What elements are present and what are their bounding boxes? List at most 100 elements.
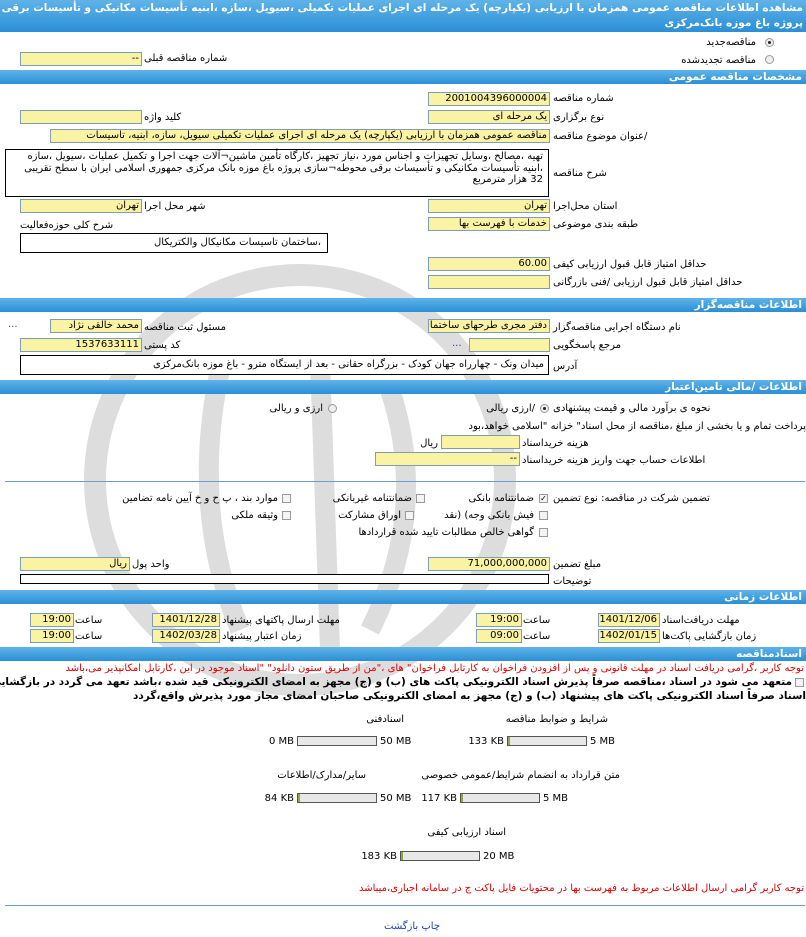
file-quality-label: اسناد ارزیابی کیفی bbox=[427, 827, 506, 838]
tender-number-label: شماره مناقصه bbox=[553, 93, 614, 104]
subject-label: /عنوان موضوع مناقصه bbox=[553, 131, 648, 142]
chk-receivables-certificate[interactable] bbox=[539, 528, 548, 537]
keyword-field[interactable] bbox=[20, 110, 142, 124]
referee-more-link[interactable]: ... bbox=[452, 338, 462, 349]
file-contract-size: 117 KB bbox=[421, 793, 457, 804]
chk-nonbank-guarantee[interactable] bbox=[416, 494, 425, 503]
radio-rial[interactable] bbox=[540, 404, 549, 413]
min-quality-field[interactable]: 60.00 bbox=[428, 257, 550, 271]
radio-rial-label: /ارزی ریالی bbox=[486, 403, 535, 414]
prev-number-field[interactable]: -- bbox=[20, 52, 142, 66]
doc-cost-field[interactable] bbox=[441, 435, 520, 449]
org-field[interactable]: دفتر مجری طرحهای ساختمانی bbox=[428, 319, 550, 333]
file-conditions-size: 133 KB bbox=[468, 736, 504, 747]
validity-time-label: ساعت bbox=[75, 631, 103, 642]
opening-date[interactable]: 1402/01/15 bbox=[598, 629, 660, 643]
submit-deadline-date[interactable]: 1401/12/28 bbox=[152, 613, 220, 627]
section-finance: اطلاعات /مالی تامین‌اعتبار bbox=[0, 380, 806, 394]
notes-box bbox=[20, 574, 549, 584]
currency-label: واحد پول bbox=[132, 559, 170, 570]
file-other-bar[interactable] bbox=[297, 793, 377, 803]
chk-nonbank-guarantee-label: ضمانتنامه غیربانکی bbox=[332, 493, 412, 504]
file-quality-bar[interactable] bbox=[400, 851, 480, 861]
guarantee-amount-field[interactable]: 71,000,000,000 bbox=[428, 557, 550, 571]
chk-cash-receipt[interactable] bbox=[539, 511, 548, 520]
chk-cash-receipt-label: فیش بانکی وجه) (نقد bbox=[444, 510, 534, 521]
city-field[interactable]: تهران bbox=[20, 199, 142, 213]
submit-time-label: ساعت bbox=[75, 615, 103, 626]
address-box: میدان ونک - چهارراه جهان کودک - بزرگراه … bbox=[20, 355, 549, 375]
print-link[interactable]: چاپ bbox=[421, 921, 441, 932]
doc-cost-label: هزینه خریداسناد bbox=[522, 438, 589, 449]
category-field[interactable]: خدمات با فهرست بها bbox=[428, 217, 550, 231]
file-size-fill bbox=[401, 852, 403, 860]
chk-bonds-label: اوراق مشارکت bbox=[338, 510, 401, 521]
holding-type-field[interactable]: یک مرحله ای bbox=[428, 110, 550, 124]
opening-time[interactable]: 09:00 bbox=[476, 629, 522, 643]
subject-field[interactable]: مناقصه عمومی همزمان با ارزیابی (یکپارچه)… bbox=[50, 129, 550, 143]
currency-field[interactable]: ریال bbox=[20, 557, 130, 571]
file-other-max: 50 MB bbox=[380, 793, 412, 804]
responsible-more-link[interactable]: ... bbox=[8, 319, 18, 330]
chk-bonds[interactable] bbox=[405, 511, 414, 520]
file-contract-max: 5 MB bbox=[543, 793, 569, 804]
validity-time[interactable]: 19:00 bbox=[30, 629, 74, 643]
address-label: آدرس bbox=[553, 361, 578, 372]
chk-regulation-items-label: موارد بند ، پ ح و خ آیین نامه تضامین bbox=[122, 493, 278, 504]
account-field[interactable]: -- bbox=[375, 452, 520, 466]
notes-label: توضیحات bbox=[553, 576, 592, 587]
activity-box: ،ساختمان تاسیسات مکانیکال والکتریکال bbox=[20, 233, 328, 253]
section-organizer: اطلاعات مناقصه‌گزار bbox=[0, 298, 806, 312]
guarantee-amount-label: مبلغ تضمین bbox=[553, 559, 602, 570]
province-field[interactable]: تهران bbox=[428, 199, 550, 213]
receive-deadline-time[interactable]: 19:00 bbox=[476, 613, 522, 627]
tender-number-field[interactable]: 2001004396000004 bbox=[428, 92, 550, 106]
back-link[interactable]: بازگشت bbox=[384, 921, 419, 932]
radio-new-tender-label: مناقصه‌جدید bbox=[706, 37, 756, 48]
commitment-checkbox[interactable] bbox=[795, 678, 804, 687]
file-quality-max: 20 MB bbox=[483, 851, 515, 862]
radio-fx-rial-label: ارزی و ریالی bbox=[269, 403, 324, 414]
file-technical-label: اسنادفنی bbox=[366, 714, 404, 725]
file-technical-bar[interactable] bbox=[297, 736, 377, 746]
opening-label: زمان بازگشایی پاکت‌ها bbox=[662, 631, 757, 642]
referee-field[interactable] bbox=[469, 338, 550, 352]
file-contract-bar[interactable] bbox=[460, 793, 540, 803]
estimate-label: نحوه ی برآورد مالی و قیمت پیشنهادی bbox=[553, 403, 711, 414]
receive-deadline-date[interactable]: 1401/12/06 bbox=[598, 613, 660, 627]
responsible-field[interactable]: محمد خالقی نژاد bbox=[50, 319, 142, 333]
receive-time-label: ساعت bbox=[523, 615, 551, 626]
file-technical-size: 0 MB bbox=[268, 736, 294, 747]
category-label: طبقه بندی موضوعی bbox=[553, 219, 639, 230]
chk-property-collateral[interactable] bbox=[282, 511, 291, 520]
responsible-label: مسئول ثبت مناقصه bbox=[144, 322, 226, 333]
file-conditions-max: 5 MB bbox=[590, 736, 616, 747]
min-commercial-field[interactable] bbox=[428, 275, 550, 289]
file-conditions-bar[interactable] bbox=[507, 736, 587, 746]
radio-fx-rial[interactable] bbox=[328, 404, 337, 413]
activity-label: شرح کلی حوزه‌فعالیت bbox=[20, 220, 114, 231]
page-title-line1: مشاهده اطلاعات مناقصه عمومی همزمان با ار… bbox=[0, 2, 803, 14]
doc-cost-unit: ریال bbox=[420, 438, 438, 449]
file-quality-size: 183 KB bbox=[361, 851, 397, 862]
chk-receivables-certificate-label: گواهی خالص مطالبات تایید شده قراردادها bbox=[358, 527, 534, 538]
radio-new-tender[interactable] bbox=[765, 38, 774, 47]
org-label: نام دستگاه اجرایی مناقصه‌گزار bbox=[553, 322, 681, 333]
chk-bank-guarantee[interactable]: ✓ bbox=[539, 494, 548, 503]
guarantee-label: تضمین شرکت در مناقصه: نوع تضمین bbox=[553, 493, 710, 504]
receive-deadline-label: مهلت دریافت‌اسناد bbox=[662, 615, 740, 626]
radio-renewed-tender[interactable] bbox=[765, 55, 774, 64]
chk-regulation-items[interactable] bbox=[282, 494, 291, 503]
validity-date[interactable]: 1402/03/28 bbox=[152, 629, 220, 643]
submit-deadline-time[interactable]: 19:00 bbox=[30, 613, 74, 627]
postal-code-label: کد پستی bbox=[144, 340, 181, 351]
file-other-label: سایر/مدارک/اطلاعات bbox=[277, 770, 366, 781]
commitment-line2: اسناد صرفاً اسناد الکترونیکی پاکت های پی… bbox=[132, 690, 806, 702]
validity-label: زمان اعتبار پیشنهاد bbox=[222, 631, 302, 642]
commitment-line1: متعهد می شود در اسناد ،مناقصه صرفاً پذیر… bbox=[0, 676, 792, 688]
file-technical-max: 50 MB bbox=[380, 736, 412, 747]
postal-code-field[interactable]: 1537633111 bbox=[20, 338, 142, 352]
file-size-fill bbox=[508, 737, 511, 745]
keyword-label: کلید واژه bbox=[144, 112, 182, 123]
